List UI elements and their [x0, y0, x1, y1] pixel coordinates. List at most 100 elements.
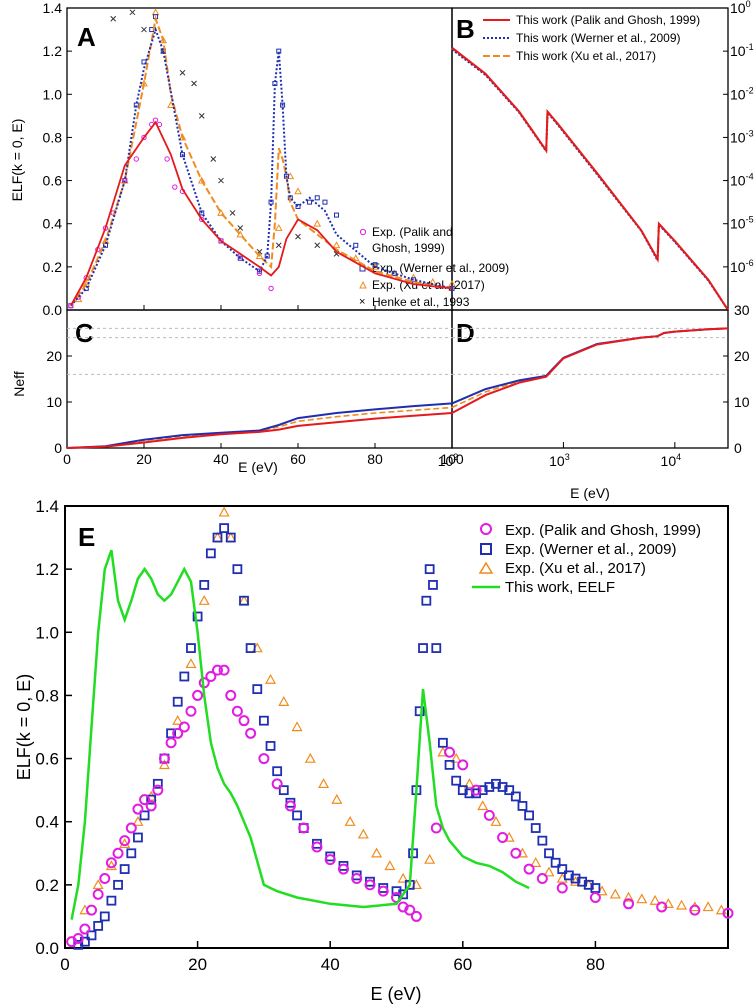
panel-c-xtick-label: 80: [367, 451, 383, 467]
werner-exp-point: [353, 242, 359, 248]
panel-d-palik-line: [451, 327, 729, 414]
panel-e-xu-point: [715, 904, 727, 915]
panel-e-palik-point: [656, 901, 668, 913]
panel-e-ylabel: ELF(k = 0, E): [14, 674, 34, 781]
panel-b-ytick-label: 10-4: [730, 172, 754, 189]
panel-e-werner-point: [418, 643, 428, 653]
panel-e-palik-point: [536, 873, 548, 885]
panel-e-palik-point: [165, 737, 177, 749]
panel-e-werner-point: [278, 785, 289, 796]
panel-e-werner-point: [517, 801, 528, 811]
panel-a-ytick-label: 0.6: [43, 173, 63, 189]
werner-exp-point: [180, 152, 185, 158]
panel-e-xu-point: [344, 815, 356, 826]
panel-e-werner-point: [431, 643, 442, 653]
panel-e-werner-point: [444, 759, 455, 770]
legend-a-item-palik-1: Exp. (Palik and: [372, 225, 453, 239]
panel-e-ytick-label: 1.4: [35, 497, 59, 516]
legend-b: This work (Palik and Ghosh, 1999) This w…: [483, 13, 700, 63]
panel-e-werner-point: [86, 930, 97, 941]
panel-b-ytick-label: 10-3: [730, 128, 754, 145]
panel-e-werner-point: [225, 532, 236, 543]
palik-exp-point: [164, 156, 170, 162]
panel-e-werner-point: [557, 864, 568, 874]
panel-e-palik-point: [722, 907, 734, 919]
panel-c-ytick-label: 20: [46, 348, 62, 364]
panel-e-palik-point: [245, 727, 257, 739]
xu-exp-point: [274, 223, 283, 231]
panel-e-xtick-label: 40: [321, 955, 340, 974]
panel-b-ytick-label: 10-6: [730, 258, 754, 275]
panel-c-xtick-label: 60: [290, 451, 306, 467]
chart-marks: 0.00.20.40.60.81.01.21.4 10010-110-210-31…: [35, 0, 753, 974]
panel-c-xu-line: [66, 406, 453, 449]
panel-e-xu-point: [218, 506, 230, 517]
panel-e-ytick-label: 0.2: [35, 876, 59, 895]
panel-e-werner-point: [106, 895, 117, 906]
werner-exp-point: [334, 212, 339, 218]
panel-e-palik-point: [238, 715, 250, 727]
panel-e-palik-point: [364, 879, 376, 891]
panel-a-label: A: [77, 22, 96, 52]
legend-a-marker-palik: [359, 228, 367, 236]
panel-b-ytick-label: 100: [730, 0, 751, 16]
panel-a-ytick-label: 0.4: [43, 216, 63, 232]
panel-e-werner-point: [510, 791, 521, 802]
panel-d-ytick-label: 20: [734, 348, 750, 364]
panel-c-ytick-label: 10: [46, 394, 62, 410]
panel-e-xu-point: [662, 898, 674, 908]
panel-e-werner-point: [428, 580, 438, 590]
panel-e-werner-point: [504, 785, 515, 796]
legend-e-item-xu: Exp. (Xu et al., 2017): [505, 560, 646, 577]
panel-e-palik-point: [324, 854, 336, 866]
henke-point: [141, 26, 147, 33]
panel-e-palik-point: [225, 689, 237, 701]
panel-d-xtick-label: 104: [661, 452, 682, 469]
panel-e-palik-point: [132, 803, 144, 815]
panel-d-xlabel: E (eV): [570, 485, 610, 501]
panel-b-ytick-label: 10-1: [730, 42, 754, 59]
panel-e-werner-point: [99, 911, 110, 922]
panel-e-werner-point: [424, 564, 435, 575]
panel-e-xtick-label: 0: [60, 955, 69, 974]
xu-exp-point: [313, 219, 322, 227]
panel-d-xu-line: [451, 327, 729, 409]
panel-d-frame: [451, 309, 729, 449]
panel-e-xu-point: [158, 759, 170, 770]
panel-e-werner-point: [258, 715, 269, 726]
panel-e-palik-point: [337, 863, 349, 875]
panel-d-xtick-label: 103: [549, 452, 570, 469]
panel-a-ylabel: ELF(k = 0, E): [9, 119, 25, 202]
panel-e-frame: [64, 505, 729, 949]
panel-e-xu-point: [185, 658, 197, 669]
palik-exp-point: [218, 238, 224, 244]
panel-e-ytick-label: 0.0: [35, 939, 59, 958]
panel-e-werner-point: [219, 523, 230, 533]
panel-e-xu-point: [291, 721, 303, 732]
palik-exp-point: [268, 285, 274, 292]
panel-e-xu-point: [357, 828, 369, 839]
panel-a-xu-line: [69, 14, 453, 307]
palik-exp-point: [141, 134, 147, 141]
panel-e-palik-point: [145, 800, 157, 812]
legend-e-marker-werner: [480, 543, 492, 555]
panel-e-werner-point: [524, 810, 534, 821]
werner-exp-point: [322, 199, 328, 205]
panel-e-xu-point: [119, 838, 131, 849]
panel-e-palik-point: [105, 857, 117, 869]
legend-e-marker-xu: [478, 561, 494, 574]
panel-e-xu-point: [490, 815, 502, 826]
panel-e-xu-point: [424, 853, 436, 864]
henke-point: [275, 242, 282, 249]
panel-e-palik-point: [298, 822, 310, 834]
panel-e-xu-point: [304, 752, 316, 763]
panel-a-ytick-label: 1.2: [43, 43, 63, 59]
panel-e-werner-point: [421, 595, 432, 606]
panel-e-werner-point: [292, 810, 302, 821]
panel-e-eelf-line: [70, 549, 530, 920]
panel-e-werner-point: [139, 810, 150, 821]
panel-e-xu-point: [132, 815, 144, 826]
xu-exp-point: [294, 187, 302, 195]
panel-e-xu-point: [609, 888, 621, 899]
